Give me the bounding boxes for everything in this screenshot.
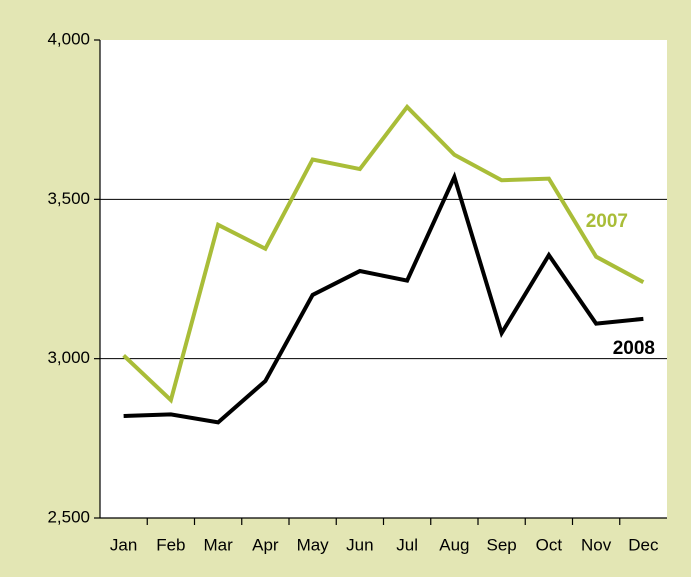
y-tick-label: 4,000 (47, 29, 90, 48)
x-tick-label: Feb (156, 535, 185, 554)
x-tick-label: Jan (110, 535, 137, 554)
y-tick-label: 3,000 (47, 348, 90, 367)
series-label: 2008 (613, 338, 655, 359)
x-tick-label: Mar (203, 535, 233, 554)
plot-area (100, 40, 667, 518)
x-tick-label: Sep (487, 535, 517, 554)
x-tick-label: Nov (581, 535, 612, 554)
y-tick-label: 2,500 (47, 507, 90, 526)
series-label: 2007 (586, 211, 628, 232)
x-tick-label: Apr (252, 535, 279, 554)
x-tick-label: Aug (439, 535, 469, 554)
x-tick-label: Dec (628, 535, 659, 554)
line-series (123, 171, 644, 425)
y-tick-label: 3,500 (47, 189, 90, 208)
x-tick-label: Jun (346, 535, 373, 554)
x-tick-label: Jul (396, 535, 418, 554)
line-series (122, 103, 645, 404)
x-tick-label: May (297, 535, 330, 554)
x-tick-label: Oct (536, 535, 563, 554)
